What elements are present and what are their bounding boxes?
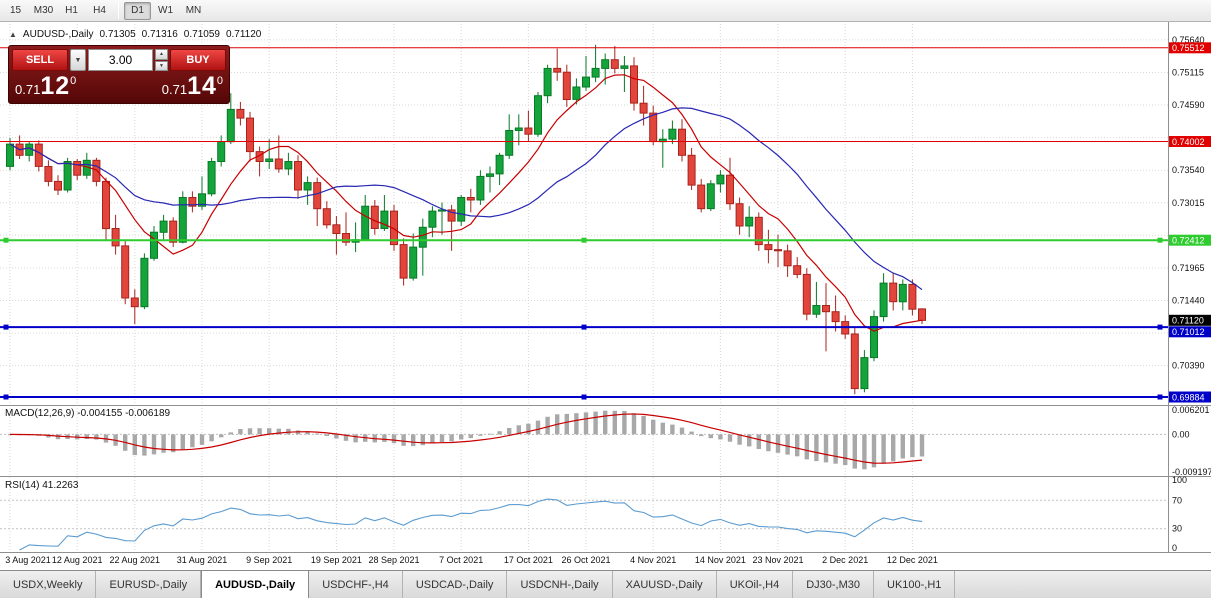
svg-text:70: 70	[1172, 495, 1182, 505]
svg-text:100: 100	[1172, 475, 1187, 485]
svg-text:0.74002: 0.74002	[1172, 137, 1205, 147]
tab-usdchf-h4[interactable]: USDCHF-,H4	[309, 571, 403, 598]
svg-text:19 Sep 2021: 19 Sep 2021	[311, 555, 362, 565]
timeframe-toolbar: 15 M30 H1 H4 D1 W1 MN	[0, 0, 1211, 22]
chart-canvas[interactable]: 0.006201 0.00 -0.009197 100 70 30 0 0.75640 0.75…	[0, 22, 1211, 570]
timeframe-h4-button[interactable]: H4	[93, 5, 106, 16]
svg-text:26 Oct 2021: 26 Oct 2021	[561, 555, 610, 565]
sell-price-base: 0.71	[15, 81, 41, 97]
buy-price-pipette: 0	[216, 75, 223, 87]
sell-price-pips: 12	[40, 72, 71, 100]
buy-price-pips: 14	[187, 72, 217, 100]
tab-dj30-m30[interactable]: DJ30-,M30	[793, 571, 874, 598]
volume-step-down-button[interactable]: ▼	[155, 60, 168, 71]
toolbar-separator	[118, 2, 119, 19]
price-direction-icon: ▲	[9, 30, 17, 39]
svg-text:0.71440: 0.71440	[1172, 296, 1205, 306]
timeframe-m15-button[interactable]: 15	[9, 5, 22, 16]
svg-text:0.71012: 0.71012	[1172, 327, 1205, 337]
buy-price-display[interactable]: 0.71 14 0	[161, 72, 223, 100]
svg-text:0.72412: 0.72412	[1172, 236, 1205, 246]
svg-text:0.74590: 0.74590	[1172, 100, 1205, 110]
svg-text:9 Sep 2021: 9 Sep 2021	[246, 555, 292, 565]
tab-uk100-h1[interactable]: UK100-,H1	[874, 571, 956, 598]
timeframe-d1-button[interactable]: D1	[124, 1, 151, 20]
chart-window: 0.006201 0.00 -0.009197 100 70 30 0 0.75640 0.75…	[0, 22, 1211, 570]
ohlc-close: 0.71120	[225, 29, 262, 40]
svg-text:0.75115: 0.75115	[1172, 68, 1204, 78]
chevron-down-icon: ▼	[74, 56, 82, 64]
svg-text:0.69884: 0.69884	[1172, 392, 1205, 402]
buy-button[interactable]: BUY	[170, 49, 226, 71]
svg-text:0.71965: 0.71965	[1172, 263, 1205, 273]
rsi-pane[interactable]: 100 70 30 0	[0, 475, 1187, 553]
rsi-indicator-label: RSI(14) 41.2263	[5, 480, 79, 491]
sell-price-display[interactable]: 0.71 12 0	[15, 72, 77, 100]
svg-text:31 Aug 2021: 31 Aug 2021	[177, 555, 228, 565]
svg-text:4 Nov 2021: 4 Nov 2021	[630, 555, 676, 565]
svg-text:0.75640: 0.75640	[1172, 35, 1205, 45]
sell-button[interactable]: SELL	[12, 49, 68, 71]
macd-indicator-label: MACD(12,26,9) -0.004155 -0.006189	[5, 408, 171, 419]
volume-stepper: ▲ ▼	[155, 49, 168, 71]
tab-ukoil-h4[interactable]: UKOil-,H4	[717, 571, 794, 598]
svg-text:0.73015: 0.73015	[1172, 198, 1205, 208]
macd-signal-line	[9, 413, 923, 464]
svg-text:-0.009197: -0.009197	[1172, 467, 1211, 477]
volume-step-up-button[interactable]: ▲	[155, 49, 168, 60]
svg-text:12 Dec 2021: 12 Dec 2021	[887, 555, 938, 565]
svg-text:0.00: 0.00	[1172, 429, 1190, 439]
chart-tabs-bar: USDX,Weekly EURUSD-,Daily AUDUSD-,Daily …	[0, 570, 1211, 598]
svg-text:0.006201: 0.006201	[1172, 405, 1210, 415]
tab-usdx-weekly[interactable]: USDX,Weekly	[0, 571, 97, 598]
svg-text:23 Nov 2021: 23 Nov 2021	[752, 555, 803, 565]
timeframe-m30-button[interactable]: M30	[33, 5, 54, 16]
svg-text:0.71120: 0.71120	[1172, 316, 1204, 326]
buy-price-base: 0.71	[161, 81, 188, 97]
svg-text:17 Oct 2021: 17 Oct 2021	[504, 555, 553, 565]
ohlc-low: 0.71059	[183, 29, 220, 40]
ohlc-open: 0.71305	[99, 29, 136, 40]
volume-input[interactable]	[88, 49, 153, 71]
tab-usdcnh-daily[interactable]: USDCNH-,Daily	[507, 571, 613, 598]
svg-text:0.70390: 0.70390	[1172, 361, 1205, 371]
svg-text:0.73540: 0.73540	[1172, 165, 1205, 175]
svg-text:28 Sep 2021: 28 Sep 2021	[368, 555, 419, 565]
symbol-name: AUDUSD-,Daily	[22, 29, 94, 40]
ma-fast-line	[9, 74, 923, 332]
rsi-line	[19, 498, 923, 551]
svg-text:12 Aug 2021: 12 Aug 2021	[52, 555, 103, 565]
volume-dropdown-button[interactable]: ▼	[70, 49, 86, 71]
svg-text:0: 0	[1172, 543, 1177, 553]
price-axis[interactable]: 0.75640 0.75115 0.74590 0.73540 0.73015 0.719…	[1168, 22, 1211, 553]
sell-price-pipette: 0	[70, 75, 77, 87]
ohlc-high: 0.71316	[141, 29, 178, 40]
svg-text:3 Aug 2021: 3 Aug 2021	[5, 555, 51, 565]
svg-text:14 Nov 2021: 14 Nov 2021	[695, 555, 746, 565]
one-click-trading-panel: SELL ▼ ▲ ▼ BUY 0.71 12 0 0.71 14 0	[8, 45, 230, 104]
svg-text:22 Aug 2021: 22 Aug 2021	[110, 555, 161, 565]
tab-audusd-daily[interactable]: AUDUSD-,Daily	[201, 570, 310, 598]
timeframe-h1-button[interactable]: H1	[65, 5, 78, 16]
timeframe-mn-button[interactable]: MN	[185, 5, 202, 16]
svg-text:0.75512: 0.75512	[1172, 43, 1205, 53]
ma-slow-line	[9, 107, 923, 291]
tab-usdcad-daily[interactable]: USDCAD-,Daily	[403, 571, 508, 598]
svg-text:7 Oct 2021: 7 Oct 2021	[439, 555, 483, 565]
chart-symbol-ohlc-label: ▲ AUDUSD-,Daily 0.71305 0.71316 0.71059 …	[9, 29, 261, 40]
svg-text:30: 30	[1172, 524, 1182, 534]
time-axis[interactable]: 3 Aug 2021 12 Aug 2021 22 Aug 2021 31 Aug 2…	[5, 555, 938, 565]
candlesticks[interactable]	[6, 44, 926, 395]
macd-pane[interactable]: 0.006201 0.00 -0.009197	[0, 405, 1211, 477]
tab-eurusd-daily[interactable]: EURUSD-,Daily	[96, 571, 202, 598]
timeframe-w1-button[interactable]: W1	[158, 5, 173, 16]
svg-text:2 Dec 2021: 2 Dec 2021	[822, 555, 868, 565]
tab-xauusd-daily[interactable]: XAUUSD-,Daily	[613, 571, 717, 598]
